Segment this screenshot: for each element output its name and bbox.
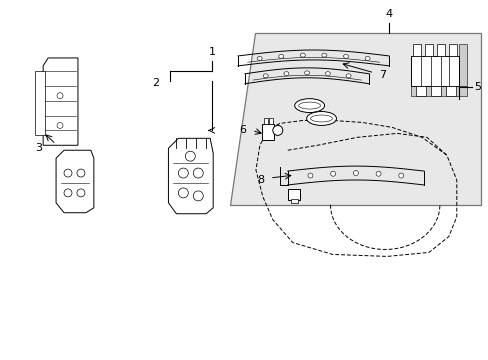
Circle shape xyxy=(77,169,85,177)
Circle shape xyxy=(57,93,63,99)
Text: 1: 1 xyxy=(208,47,215,57)
Bar xyxy=(448,44,456,56)
Bar xyxy=(430,86,440,96)
Bar xyxy=(287,189,299,200)
Circle shape xyxy=(64,169,72,177)
Text: 4: 4 xyxy=(385,9,392,19)
Bar xyxy=(290,199,297,203)
Ellipse shape xyxy=(257,57,262,60)
Ellipse shape xyxy=(343,54,348,58)
Polygon shape xyxy=(230,33,480,205)
Polygon shape xyxy=(56,150,94,213)
Bar xyxy=(445,86,455,96)
Bar xyxy=(268,118,272,125)
Ellipse shape xyxy=(321,53,326,57)
Ellipse shape xyxy=(310,115,332,122)
Circle shape xyxy=(272,125,282,135)
Circle shape xyxy=(185,151,195,161)
Bar xyxy=(35,71,45,135)
Text: 5: 5 xyxy=(474,82,481,92)
Bar xyxy=(415,86,425,96)
Text: 3: 3 xyxy=(36,143,42,153)
Ellipse shape xyxy=(346,74,350,78)
Bar xyxy=(262,125,273,140)
Circle shape xyxy=(178,188,188,198)
Circle shape xyxy=(353,171,358,176)
Circle shape xyxy=(77,189,85,197)
Text: 2: 2 xyxy=(152,78,159,88)
Circle shape xyxy=(307,173,312,178)
Bar xyxy=(458,44,466,86)
Bar xyxy=(412,44,420,56)
Circle shape xyxy=(375,171,380,176)
Ellipse shape xyxy=(298,102,320,109)
Polygon shape xyxy=(43,58,78,145)
Ellipse shape xyxy=(278,54,283,58)
Polygon shape xyxy=(168,138,213,214)
Ellipse shape xyxy=(300,53,305,57)
Text: 7: 7 xyxy=(379,70,386,80)
Ellipse shape xyxy=(304,71,309,75)
Ellipse shape xyxy=(325,72,330,76)
Text: 6: 6 xyxy=(239,125,245,135)
Ellipse shape xyxy=(294,99,324,113)
Ellipse shape xyxy=(365,57,369,60)
Circle shape xyxy=(193,191,203,201)
Bar xyxy=(410,56,458,86)
Bar xyxy=(424,44,432,56)
Bar xyxy=(436,44,444,56)
Ellipse shape xyxy=(263,74,267,78)
Circle shape xyxy=(57,122,63,129)
Ellipse shape xyxy=(284,72,288,76)
Ellipse shape xyxy=(306,112,336,125)
Bar xyxy=(264,118,267,125)
Circle shape xyxy=(178,168,188,178)
Bar xyxy=(410,86,466,96)
Circle shape xyxy=(64,189,72,197)
Circle shape xyxy=(193,168,203,178)
Circle shape xyxy=(398,173,403,178)
Text: 8: 8 xyxy=(256,175,264,185)
Circle shape xyxy=(330,171,335,176)
